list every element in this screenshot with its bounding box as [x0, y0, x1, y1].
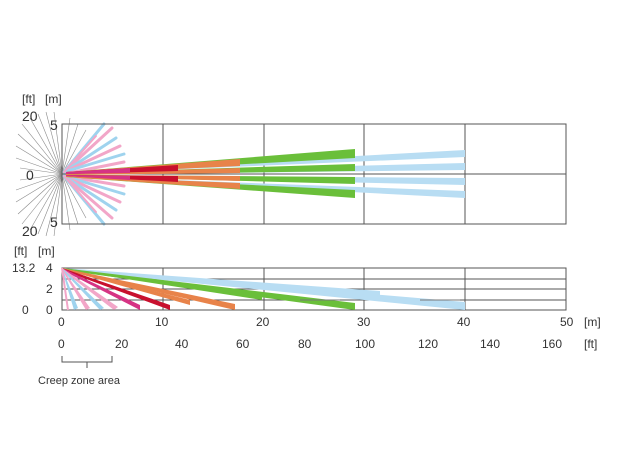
side-height-ft: 13.2 — [12, 261, 36, 275]
beam-magenta-2 — [66, 175, 130, 180]
x-m-tick-40: 40 — [457, 315, 471, 329]
side-beam-magenta — [62, 268, 140, 310]
side-beam-pink-2 — [62, 268, 90, 310]
side-view: [ft] [m] 13.2 4 2 0 0 — [12, 244, 567, 317]
side-y-ft-0: 0 — [22, 303, 29, 317]
x-ft-tick-120: 120 — [418, 337, 438, 351]
x-axis-feet: 0 20 40 60 80 100 120 140 160 [ft] — [58, 337, 597, 351]
x-m-tick-30: 30 — [357, 315, 371, 329]
x-m-tick-50: 50 — [560, 315, 574, 329]
x-m-tick-10: 10 — [155, 315, 169, 329]
x-ft-tick-140: 140 — [480, 337, 500, 351]
top-view: [ft] [m] 20 5 0 5 20 — [15, 92, 567, 239]
beam-orange-4 — [66, 176, 240, 189]
x-ft-tick-60: 60 — [236, 337, 250, 351]
top-y-m-top: 5 — [50, 117, 58, 133]
beam-magenta-1 — [66, 168, 130, 174]
side-beam-blue-2 — [62, 268, 78, 310]
top-y-ft-bottom: 20 — [22, 223, 38, 239]
side-y-m-0: 0 — [46, 303, 53, 317]
x-m-tick-20: 20 — [256, 315, 270, 329]
top-unit-ft: [ft] — [22, 92, 35, 106]
top-y-ft-top: 20 — [22, 108, 38, 124]
creep-zone-label: Creep zone area — [38, 375, 121, 387]
creep-zone-beams — [62, 122, 126, 226]
x-ft-tick-80: 80 — [298, 337, 312, 351]
side-beam-blue-1 — [62, 268, 104, 310]
x-ft-tick-40: 40 — [175, 337, 189, 351]
side-beam-orange-2 — [62, 268, 190, 305]
x-ft-tick-160: 160 — [542, 337, 562, 351]
x-ft-tick-100: 100 — [355, 337, 375, 351]
side-beam-pink-1 — [62, 268, 118, 310]
side-beam-light-blue-2 — [62, 268, 380, 296]
long-range-beams-side — [61, 267, 465, 311]
top-y-zero: 0 — [26, 167, 34, 183]
long-range-beams-top — [66, 149, 465, 198]
top-y-m-bottom: 5 — [50, 214, 58, 230]
top-unit-m: [m] — [45, 92, 62, 106]
x-ft-tick-20: 20 — [115, 337, 129, 351]
side-beam-red — [62, 268, 170, 310]
side-unit-ft: [ft] — [14, 244, 27, 258]
x-m-tick-0: 0 — [58, 315, 65, 329]
side-y-m-4: 4 — [46, 261, 53, 275]
x-axis-meters: 0 10 20 30 40 50 [m] — [58, 315, 601, 329]
x-m-unit: [m] — [584, 315, 601, 329]
side-beam-light-blue — [62, 268, 465, 310]
side-beam-orange — [62, 268, 235, 310]
creep-fan-lines — [15, 111, 87, 237]
side-y-m-2: 2 — [46, 282, 53, 296]
side-beam-green-2 — [62, 268, 262, 300]
creep-zone-bracket — [61, 356, 113, 368]
x-ft-tick-0: 0 — [58, 337, 65, 351]
side-unit-m: [m] — [38, 244, 55, 258]
x-ft-unit: [ft] — [584, 337, 597, 351]
